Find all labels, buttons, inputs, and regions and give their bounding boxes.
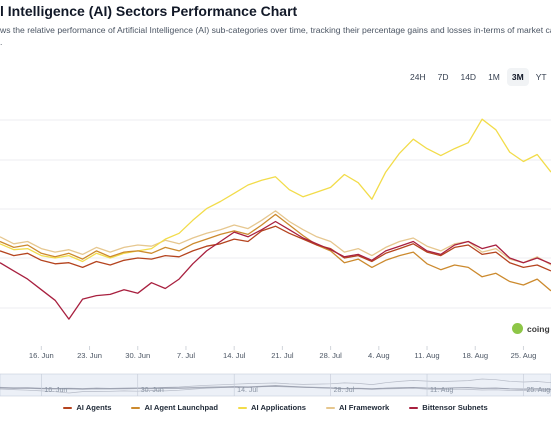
x-tick-label: 14. Jul <box>223 351 246 360</box>
navigator-tick-label: 30. Jun <box>141 387 164 394</box>
range-button-ytd[interactable]: YT <box>531 68 551 86</box>
series-line-ai-framework[interactable] <box>0 210 551 266</box>
series-line-bittensor-subnets[interactable] <box>0 220 551 320</box>
x-tick-label: 11. Aug <box>414 351 439 360</box>
legend-swatch <box>409 406 419 409</box>
time-range-selector: 24H 7D 14D 1M 3M YT <box>405 68 551 88</box>
range-navigator[interactable]: 16. Jun 30. Jun 14. Jul 28. Jul 11. Aug 25. A… <box>0 373 551 397</box>
legend-label: AI Applications <box>251 403 307 412</box>
legend-label: AI Agent Launchpad <box>144 403 219 412</box>
x-tick-label: 18. Aug <box>462 351 488 360</box>
navigator-series-line <box>0 385 551 394</box>
watermark-text: coing <box>527 323 550 334</box>
description-line-2: . <box>0 37 3 47</box>
legend-label: AI Agents <box>76 403 112 412</box>
chart-description: ws the relative performance of Artificia… <box>0 24 551 48</box>
legend-swatch <box>238 406 248 409</box>
x-tick-label: 23. Jun <box>77 351 102 360</box>
legend-item-bittensor-subnets[interactable]: Bittensor Subnets <box>409 403 488 412</box>
navigator-series-line <box>0 378 551 390</box>
x-axis-tick-labels: 16. Jun 23. Jun 30. Jun 7. Jul 14. Jul 21. Ju… <box>29 346 537 360</box>
range-button-14d[interactable]: 14D <box>455 68 481 86</box>
navigator-tick-label: 25. Aug <box>526 387 550 394</box>
chart-series-lines <box>0 118 551 320</box>
coingecko-logo-icon <box>512 323 523 334</box>
range-button-7d[interactable]: 7D <box>433 68 454 86</box>
navigator-tick-label: 11. Aug <box>430 387 453 394</box>
chart-title: l Intelligence (AI) Sectors Performance … <box>0 3 298 19</box>
description-line-1: ws the relative performance of Artificia… <box>0 25 551 35</box>
series-line-ai-agents[interactable] <box>0 225 551 272</box>
x-tick-label: 21. Jul <box>271 351 294 360</box>
legend-item-ai-agents[interactable]: AI Agents <box>63 403 111 412</box>
navigator-tick-label: 14. Jul <box>237 387 258 394</box>
x-tick-label: 28. Jul <box>319 351 342 360</box>
navigator-track[interactable] <box>0 373 551 397</box>
legend-swatch <box>131 406 141 409</box>
series-line-ai-agent-launchpad[interactable] <box>0 213 551 292</box>
legend-swatch <box>326 406 336 409</box>
series-line-ai-applications[interactable] <box>0 118 551 263</box>
range-button-24h[interactable]: 24H <box>405 68 431 86</box>
legend-label: Bittensor Subnets <box>422 403 488 412</box>
x-tick-label: 4. Aug <box>368 351 390 360</box>
x-tick-label: 30. Jun <box>125 351 150 360</box>
x-tick-label: 25. Aug <box>511 351 537 360</box>
navigator-tick-label: 28. Jul <box>334 387 355 394</box>
legend-item-ai-applications[interactable]: AI Applications <box>238 403 306 412</box>
legend-label: AI Framework <box>339 403 390 412</box>
x-tick-label: 7. Jul <box>177 351 195 360</box>
range-button-3m[interactable]: 3M <box>506 68 529 86</box>
chart-legend: AI Agents AI Agent Launchpad AI Applicat… <box>0 403 551 412</box>
x-tick-label: 16. Jun <box>29 351 54 360</box>
range-button-1m[interactable]: 1M <box>483 68 505 86</box>
legend-item-ai-framework[interactable]: AI Framework <box>326 403 389 412</box>
legend-item-ai-agent-launchpad[interactable]: AI Agent Launchpad <box>131 403 218 412</box>
coingecko-watermark: coing <box>512 323 550 334</box>
chart-gridlines <box>0 119 551 309</box>
legend-swatch <box>63 406 73 409</box>
navigator-tick-label: 16. Jun <box>44 387 67 394</box>
